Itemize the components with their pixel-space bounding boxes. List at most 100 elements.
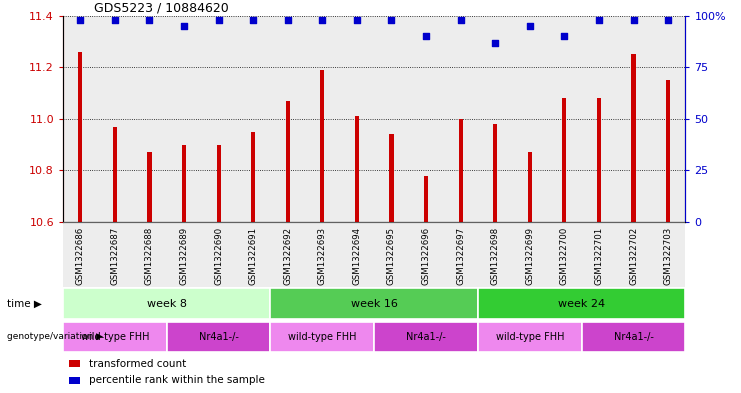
- Bar: [202, 222, 236, 287]
- Text: Nr4a1-/-: Nr4a1-/-: [199, 332, 239, 342]
- Bar: [236, 222, 270, 287]
- Point: [351, 17, 363, 23]
- Bar: [424, 176, 428, 222]
- Bar: [528, 152, 532, 222]
- Bar: [216, 145, 221, 222]
- Bar: [409, 222, 443, 287]
- Point: [662, 17, 674, 23]
- Text: week 24: week 24: [558, 299, 605, 309]
- Bar: [478, 222, 513, 287]
- Text: GSM1322692: GSM1322692: [283, 227, 292, 285]
- Bar: [63, 321, 167, 353]
- Bar: [132, 16, 167, 222]
- Point: [489, 39, 501, 46]
- Text: GSM1322694: GSM1322694: [353, 227, 362, 285]
- Bar: [374, 222, 409, 287]
- Point: [385, 17, 397, 23]
- Point: [213, 17, 225, 23]
- Bar: [320, 70, 325, 222]
- Text: GSM1322686: GSM1322686: [76, 227, 84, 285]
- Text: GDS5223 / 10884620: GDS5223 / 10884620: [94, 2, 229, 15]
- Bar: [98, 16, 132, 222]
- Bar: [79, 52, 82, 222]
- Bar: [409, 16, 443, 222]
- Bar: [478, 321, 582, 353]
- Bar: [494, 124, 497, 222]
- Text: Nr4a1-/-: Nr4a1-/-: [614, 332, 654, 342]
- Point: [74, 17, 86, 23]
- Bar: [374, 16, 409, 222]
- Bar: [286, 101, 290, 222]
- Bar: [513, 222, 547, 287]
- Bar: [562, 98, 566, 222]
- Text: genotype/variation ▶: genotype/variation ▶: [7, 332, 104, 342]
- Text: GSM1322688: GSM1322688: [145, 227, 154, 285]
- Point: [628, 17, 639, 23]
- Bar: [270, 321, 374, 353]
- Bar: [98, 222, 132, 287]
- Text: wild-type FHH: wild-type FHH: [81, 332, 149, 342]
- Bar: [374, 321, 478, 353]
- Text: transformed count: transformed count: [89, 359, 187, 369]
- Bar: [147, 152, 151, 222]
- Bar: [236, 16, 270, 222]
- Bar: [167, 222, 202, 287]
- Bar: [270, 16, 305, 222]
- Bar: [617, 16, 651, 222]
- Bar: [339, 16, 374, 222]
- Bar: [167, 16, 202, 222]
- Bar: [478, 16, 513, 222]
- Point: [524, 23, 536, 29]
- Bar: [251, 132, 255, 222]
- Point: [144, 17, 156, 23]
- Bar: [69, 360, 81, 367]
- Bar: [167, 321, 270, 353]
- Text: week 8: week 8: [147, 299, 187, 309]
- Text: GSM1322698: GSM1322698: [491, 227, 499, 285]
- Text: GSM1322695: GSM1322695: [387, 227, 396, 285]
- Text: GSM1322700: GSM1322700: [560, 227, 569, 285]
- Bar: [202, 16, 236, 222]
- Bar: [63, 222, 98, 287]
- Text: percentile rank within the sample: percentile rank within the sample: [89, 375, 265, 386]
- Bar: [132, 222, 167, 287]
- Bar: [631, 54, 636, 222]
- Bar: [63, 16, 98, 222]
- Text: GSM1322687: GSM1322687: [110, 227, 119, 285]
- Point: [109, 17, 121, 23]
- Bar: [582, 16, 617, 222]
- Bar: [182, 145, 186, 222]
- Text: GSM1322699: GSM1322699: [525, 227, 534, 285]
- Bar: [597, 98, 601, 222]
- Bar: [513, 16, 547, 222]
- Bar: [270, 222, 305, 287]
- Bar: [582, 222, 617, 287]
- Text: time ▶: time ▶: [7, 299, 42, 309]
- Bar: [305, 222, 339, 287]
- Bar: [547, 222, 582, 287]
- Text: Nr4a1-/-: Nr4a1-/-: [406, 332, 446, 342]
- Text: week 16: week 16: [350, 299, 398, 309]
- Bar: [617, 222, 651, 287]
- Point: [420, 33, 432, 40]
- Text: GSM1322701: GSM1322701: [594, 227, 603, 285]
- Text: GSM1322703: GSM1322703: [664, 227, 673, 285]
- Text: GSM1322697: GSM1322697: [456, 227, 465, 285]
- Bar: [651, 16, 685, 222]
- Bar: [443, 222, 478, 287]
- Text: GSM1322691: GSM1322691: [249, 227, 258, 285]
- Text: GSM1322689: GSM1322689: [179, 227, 188, 285]
- Bar: [547, 16, 582, 222]
- Text: GSM1322693: GSM1322693: [318, 227, 327, 285]
- Bar: [305, 16, 339, 222]
- Point: [247, 17, 259, 23]
- Text: GSM1322690: GSM1322690: [214, 227, 223, 285]
- Point: [316, 17, 328, 23]
- Bar: [443, 16, 478, 222]
- Point: [593, 17, 605, 23]
- Bar: [339, 222, 374, 287]
- Text: wild-type FHH: wild-type FHH: [496, 332, 564, 342]
- Bar: [69, 377, 81, 384]
- Bar: [63, 288, 270, 319]
- Text: GSM1322696: GSM1322696: [422, 227, 431, 285]
